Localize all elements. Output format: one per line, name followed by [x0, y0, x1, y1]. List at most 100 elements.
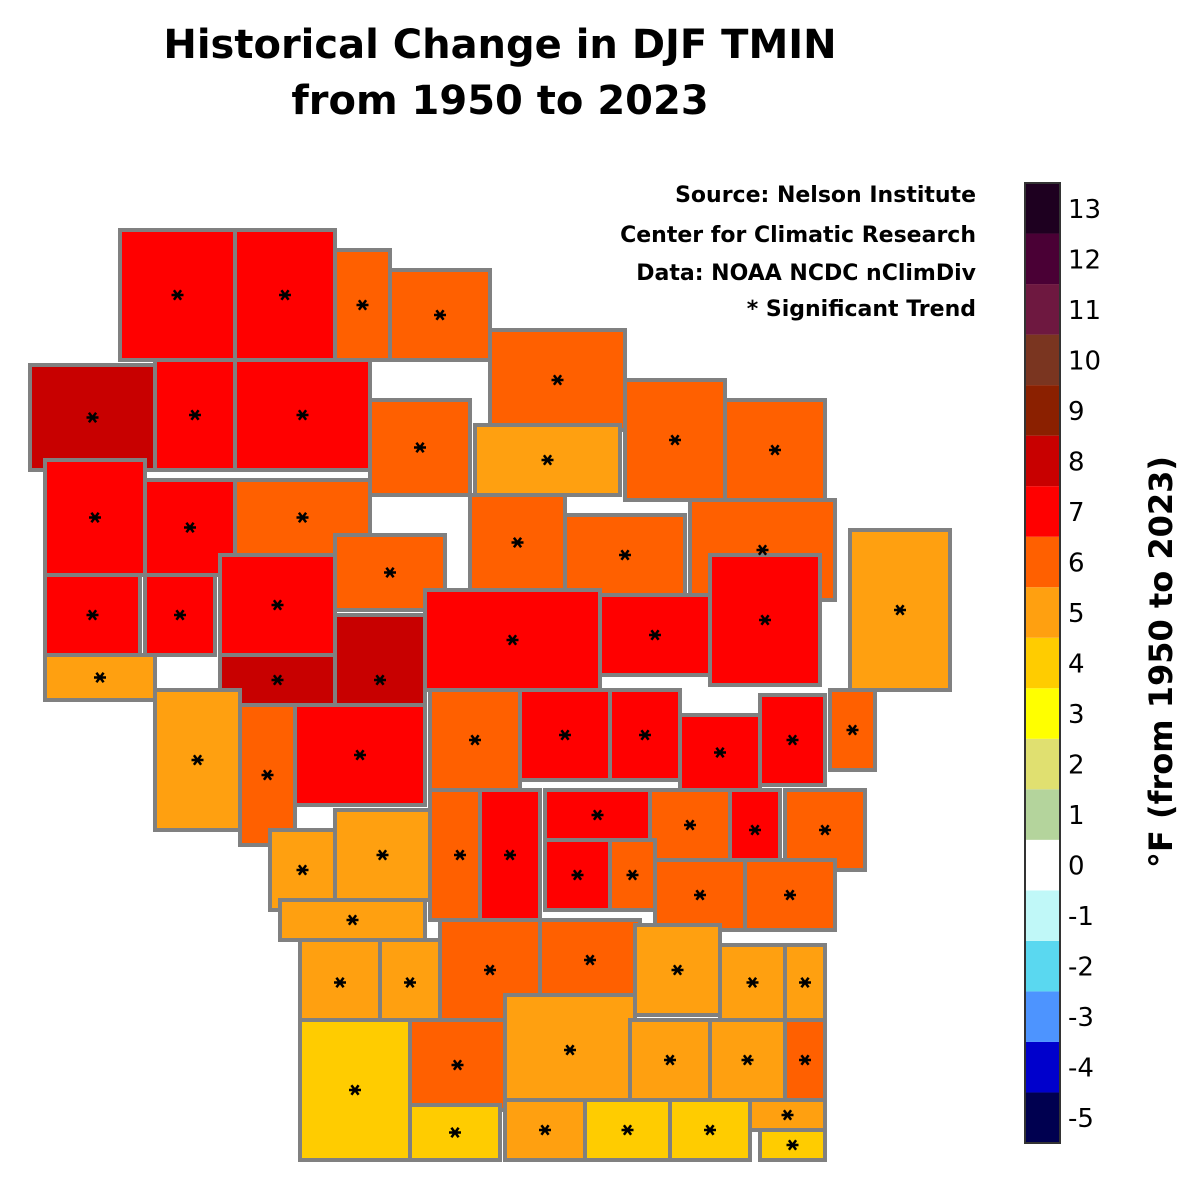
significance-star: [451, 1059, 464, 1071]
significance-star: [539, 1124, 551, 1136]
significance-star: [296, 864, 309, 876]
colorbar-tick-label: -3: [1068, 1003, 1094, 1033]
significance-star: [414, 441, 426, 454]
significance-star: [504, 849, 516, 861]
significance-star: [786, 1139, 799, 1151]
significance-star: [184, 521, 196, 534]
significance-star: [449, 1126, 461, 1139]
significance-star: [746, 976, 759, 989]
colorbar-swatch: [1025, 536, 1060, 588]
colorbar-tick-label: 5: [1068, 599, 1085, 629]
map-title: from 1950 to 2023: [291, 78, 708, 124]
colorbar-tick-label: 11: [1068, 296, 1101, 326]
colorbar-tick-label: 0: [1068, 852, 1085, 882]
colorbar-tick-label: 10: [1068, 346, 1101, 376]
significance-star: [86, 609, 99, 621]
county: [368, 398, 472, 497]
significance-star: [669, 434, 681, 446]
significance-star: [484, 964, 496, 976]
significance-star: [664, 1054, 676, 1066]
colorbar-swatch: [1025, 435, 1060, 487]
significance-star: [591, 809, 604, 821]
significance-star: [261, 769, 274, 781]
significance-star: [271, 674, 284, 686]
colorbar-swatch: [1025, 1041, 1060, 1093]
significance-star: [346, 914, 359, 926]
significance-star: [356, 299, 369, 311]
significance-star: [376, 849, 389, 861]
significance-star: [799, 976, 811, 989]
county: [608, 688, 682, 782]
significance-star: [374, 674, 386, 686]
colorbar-swatch: [1025, 385, 1060, 436]
colorbar-tick-label: 13: [1068, 195, 1101, 225]
significance-star: [279, 289, 291, 301]
colorbar-tick-label: -4: [1068, 1054, 1094, 1084]
county: [598, 593, 712, 677]
significance-star: [784, 889, 796, 901]
significance-star: [626, 869, 639, 881]
legend-note: * Significant Trend: [747, 297, 976, 322]
significance-star: [749, 824, 761, 836]
colorbar-swatch: [1025, 334, 1060, 386]
significance-star: [619, 549, 631, 561]
significance-star: [559, 729, 571, 741]
significance-star: [819, 824, 831, 836]
significance-star: [334, 976, 346, 989]
colorbar-tick-label: 8: [1068, 447, 1085, 477]
significance-star: [271, 599, 284, 611]
significance-star: [756, 544, 769, 556]
colorbar-swatch: [1025, 233, 1060, 285]
significance-star: [541, 454, 554, 466]
colorbar-tick-label: 4: [1068, 650, 1085, 680]
colorbar-tick-label: 1: [1068, 801, 1085, 831]
colorbar-tick-label: -2: [1068, 953, 1094, 983]
significance-star: [671, 964, 684, 976]
colorbar-tick-label: 6: [1068, 548, 1085, 578]
significance-star: [296, 409, 309, 421]
significance-star: [571, 869, 584, 881]
colorbar-swatch: [1025, 637, 1060, 689]
colorbar-tick-label: 7: [1068, 498, 1085, 528]
significance-star: [694, 889, 706, 901]
colorbar-swatch: [1025, 991, 1060, 1042]
significance-star: [296, 511, 309, 524]
significance-star: [639, 729, 651, 741]
significance-star: [349, 1084, 361, 1096]
colorbar-swatch: [1025, 839, 1060, 891]
significance-star: [714, 746, 726, 759]
significance-star: [86, 411, 99, 424]
significance-star: [846, 724, 859, 736]
colorbar-swatch: [1025, 183, 1060, 234]
data-note: Data: NOAA NCDC nClimDiv: [636, 261, 976, 286]
significance-star: [454, 849, 466, 861]
significance-star: [741, 1054, 754, 1066]
significance-star: [189, 409, 201, 421]
significance-star: [621, 1124, 634, 1136]
colorbar-swatch: [1025, 890, 1060, 941]
colorbar-tick-label: 12: [1068, 245, 1101, 275]
source-note: Center for Climatic Research: [620, 223, 976, 248]
colorbar-tick-label: -1: [1068, 902, 1094, 932]
counties: [28, 228, 952, 1162]
significance-star: [781, 1109, 794, 1121]
colorbar-tick-label: -5: [1068, 1104, 1094, 1134]
colorbar-tick-label: 9: [1068, 397, 1085, 427]
significance-star: [354, 749, 366, 761]
significance-star: [469, 734, 481, 746]
map-title: Historical Change in DJF TMIN: [163, 22, 836, 68]
significance-star: [89, 511, 101, 524]
significance-star: [584, 954, 596, 966]
colorbar-swatch: [1025, 587, 1060, 638]
significance-star: [94, 671, 106, 684]
significance-star: [786, 734, 799, 746]
significance-star: [174, 609, 186, 621]
colorbar-swatch: [1025, 738, 1060, 790]
colorbar-tick-label: 3: [1068, 700, 1085, 730]
significance-star: [551, 374, 564, 386]
colorbar-swatch: [1025, 284, 1060, 335]
colorbar-swatch: [1025, 789, 1060, 840]
significance-star: [564, 1044, 576, 1056]
